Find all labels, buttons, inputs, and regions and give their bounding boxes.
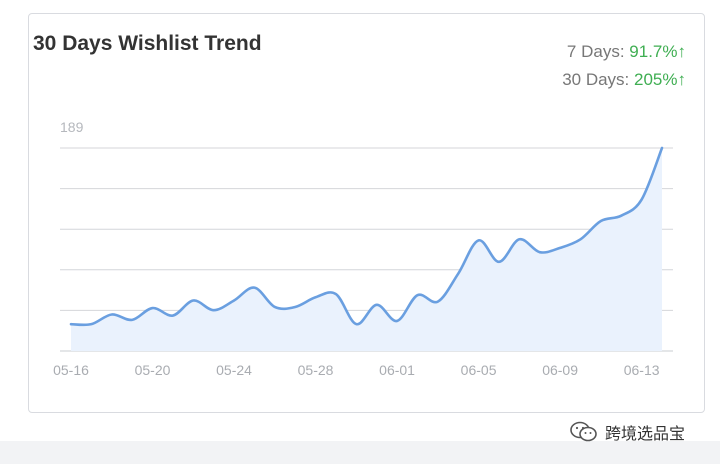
x-tick-label: 05-20 [135, 362, 171, 378]
data-point [415, 293, 419, 297]
y-axis-max-label: 189 [60, 119, 84, 135]
data-point [212, 308, 216, 312]
data-point [538, 250, 542, 254]
x-tick-label: 05-16 [53, 362, 89, 378]
series-area [71, 148, 662, 351]
data-point [354, 322, 358, 326]
data-point [619, 214, 623, 218]
data-point [171, 314, 175, 318]
data-point [660, 146, 664, 150]
page-footer-band [0, 441, 720, 464]
series-line [69, 146, 664, 327]
stat-7-days: 7 Days: 91.7%↑ [562, 38, 686, 66]
data-point [232, 299, 236, 303]
wechat-icon [569, 421, 599, 443]
up-arrow-icon: ↑ [677, 42, 687, 61]
data-point [578, 237, 582, 241]
x-tick-label: 05-28 [298, 362, 334, 378]
data-point [436, 300, 440, 304]
up-arrow-icon: ↑ [677, 70, 687, 89]
data-point [110, 312, 114, 316]
data-point [558, 246, 562, 250]
data-point [151, 306, 155, 310]
data-point [191, 299, 195, 303]
data-point [456, 272, 460, 276]
data-point [599, 219, 603, 223]
data-point [517, 237, 521, 241]
data-point [273, 305, 277, 309]
stat-30-days-label: 30 Days: [562, 70, 630, 89]
watermark: 跨境选品宝 [569, 420, 685, 444]
data-point [375, 303, 379, 307]
data-point [89, 322, 93, 326]
stat-7-days-label: 7 Days: [566, 42, 625, 61]
stat-30-days-value: 205%↑ [634, 70, 686, 89]
x-tick-label: 06-01 [379, 362, 415, 378]
data-point [497, 260, 501, 264]
data-point [640, 198, 644, 202]
data-point [334, 292, 338, 296]
x-tick-label: 05-24 [216, 362, 252, 378]
watermark-text: 跨境选品宝 [605, 426, 686, 443]
data-point [314, 295, 318, 299]
trend-stats: 7 Days: 91.7%↑ 30 Days: 205%↑ [562, 38, 686, 94]
x-tick-label: 06-05 [461, 362, 497, 378]
data-point [69, 322, 73, 326]
card-title: 30 Days Wishlist Trend [33, 32, 262, 55]
stat-30-days: 30 Days: 205%↑ [562, 66, 686, 94]
data-point [252, 286, 256, 290]
x-tick-label: 06-13 [624, 362, 660, 378]
x-tick-label: 06-09 [542, 362, 578, 378]
data-point [477, 238, 481, 242]
data-point [395, 319, 399, 323]
data-point [130, 318, 134, 322]
stat-7-days-value: 91.7%↑ [629, 42, 686, 61]
data-point [293, 305, 297, 309]
